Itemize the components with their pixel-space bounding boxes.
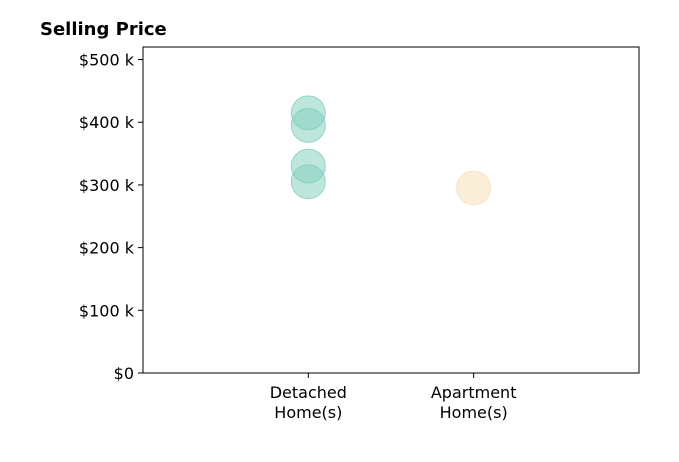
- x-tick-label-line: Home(s): [440, 403, 508, 422]
- data-point-0-3: [290, 164, 326, 200]
- x-tick-label-0: Detached Home(s): [270, 383, 347, 422]
- x-tick-label-line: Apartment: [431, 383, 517, 402]
- chart-title: Selling Price: [40, 19, 167, 40]
- x-tick-label-line: Detached: [270, 383, 347, 402]
- x-tick-label-line: Home(s): [274, 403, 342, 422]
- y-tick-label-4: $400 k: [79, 113, 135, 132]
- y-tick-label-0: $0: [114, 364, 134, 383]
- data-point-0-1: [290, 107, 326, 143]
- y-tick-label-5: $500 k: [79, 51, 135, 70]
- y-tick-label-1: $100 k: [79, 301, 135, 320]
- plot-area: $0 $100 k $200 k $300 k $400 k $500 k Detached…: [79, 46, 640, 422]
- data-point-1-0: [456, 170, 492, 206]
- y-tick-label-3: $300 k: [79, 176, 135, 195]
- x-tick-label-1: Apartment Home(s): [431, 383, 517, 422]
- y-tick-label-2: $200 k: [79, 239, 135, 258]
- plot-frame: [142, 46, 640, 374]
